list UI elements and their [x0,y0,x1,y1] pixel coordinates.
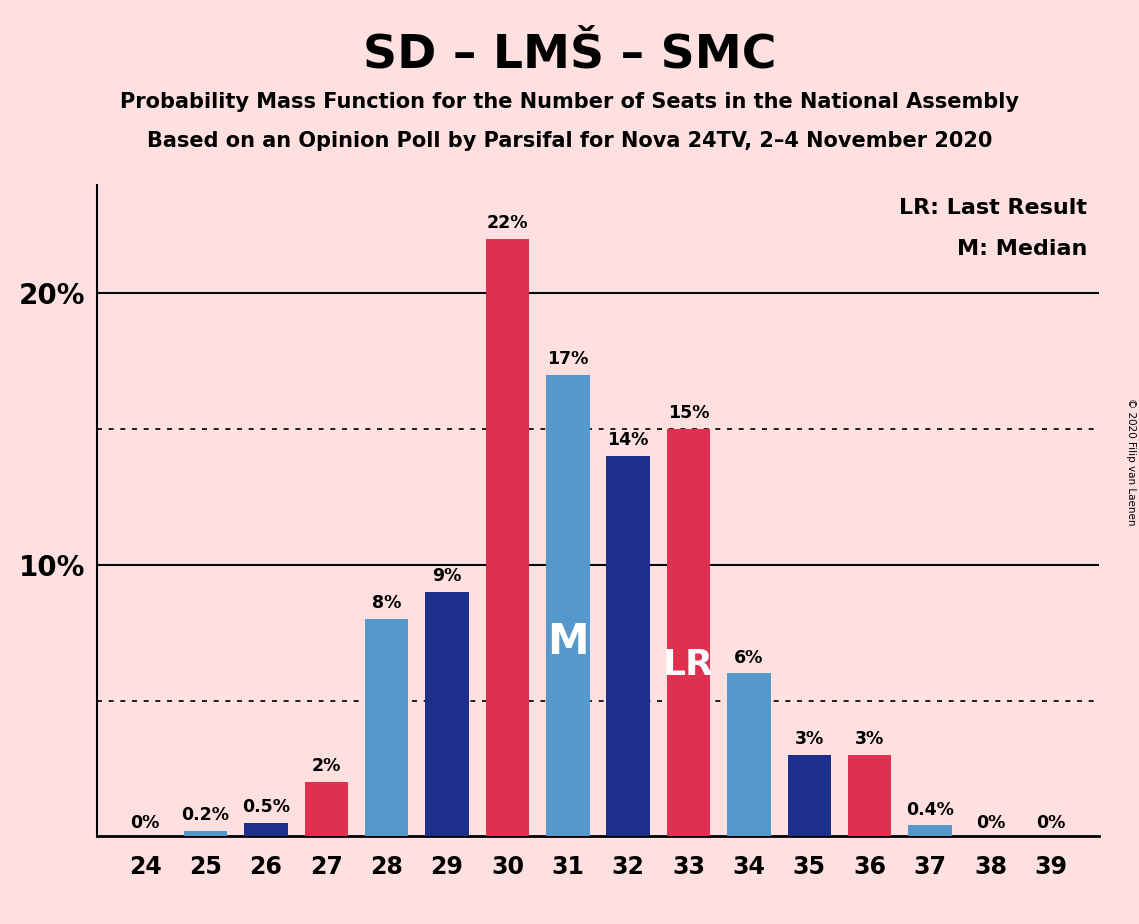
Text: Based on an Opinion Poll by Parsifal for Nova 24TV, 2–4 November 2020: Based on an Opinion Poll by Parsifal for… [147,131,992,152]
Text: 0%: 0% [976,814,1005,833]
Text: 9%: 9% [433,567,461,585]
Text: 0%: 0% [1036,814,1065,833]
Bar [546,375,590,836]
Text: 0.2%: 0.2% [181,806,229,824]
Text: 17%: 17% [547,350,589,368]
Bar [425,592,469,836]
Bar [847,755,892,836]
Text: LR: Last Result: LR: Last Result [899,199,1087,218]
Bar [485,239,530,836]
Text: 3%: 3% [795,730,823,748]
Text: 8%: 8% [372,594,401,613]
Text: Probability Mass Function for the Number of Seats in the National Assembly: Probability Mass Function for the Number… [120,92,1019,113]
Text: 2%: 2% [312,757,341,775]
Bar [244,822,288,836]
Text: 15%: 15% [667,405,710,422]
Text: 14%: 14% [607,432,649,449]
Text: © 2020 Filip van Laenen: © 2020 Filip van Laenen [1126,398,1136,526]
Bar [606,456,650,836]
Text: 0%: 0% [131,814,159,833]
Text: SD – LMŠ – SMC: SD – LMŠ – SMC [362,32,777,78]
Text: 3%: 3% [855,730,884,748]
Text: M: M [547,622,589,663]
Bar [304,782,349,836]
Bar [364,619,409,836]
Text: 0.4%: 0.4% [907,800,954,819]
Bar [787,755,831,836]
Text: M: Median: M: Median [957,239,1087,259]
Bar [908,825,952,836]
Text: LR: LR [663,649,714,682]
Text: 22%: 22% [486,214,528,232]
Bar [183,831,228,836]
Text: 6%: 6% [735,649,763,666]
Bar [666,429,711,836]
Text: 0.5%: 0.5% [241,797,290,816]
Bar [727,674,771,836]
